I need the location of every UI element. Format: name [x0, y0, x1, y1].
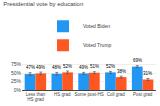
svg-text:52%: 52%	[63, 64, 72, 69]
svg-text:HS grad: HS grad	[54, 92, 71, 97]
svg-text:25%: 25%	[11, 78, 22, 84]
svg-text:49%: 49%	[79, 65, 88, 70]
svg-text:Some post-HS: Some post-HS	[74, 92, 103, 97]
svg-text:51%: 51%	[90, 64, 99, 69]
svg-text:Less thanHS grad: Less thanHS grad	[26, 92, 46, 103]
svg-text:0%: 0%	[14, 87, 22, 93]
svg-text:52%: 52%	[106, 64, 115, 69]
svg-text:48%: 48%	[52, 65, 61, 70]
svg-text:47%: 47%	[26, 65, 35, 70]
svg-text:Voted Biden: Voted Biden	[83, 23, 110, 29]
svg-text:50%: 50%	[11, 70, 22, 76]
svg-text:Voted Trump: Voted Trump	[83, 42, 112, 48]
svg-text:Coll grad: Coll grad	[107, 92, 126, 97]
svg-text:Presidential vote by education: Presidential vote by education	[3, 1, 83, 7]
svg-text:49%: 49%	[36, 65, 45, 70]
svg-text:69%: 69%	[133, 58, 142, 63]
svg-text:38%: 38%	[117, 69, 126, 74]
svg-text:Post grad: Post grad	[133, 92, 153, 97]
svg-text:75%: 75%	[11, 61, 22, 67]
svg-text:31%: 31%	[143, 71, 152, 76]
